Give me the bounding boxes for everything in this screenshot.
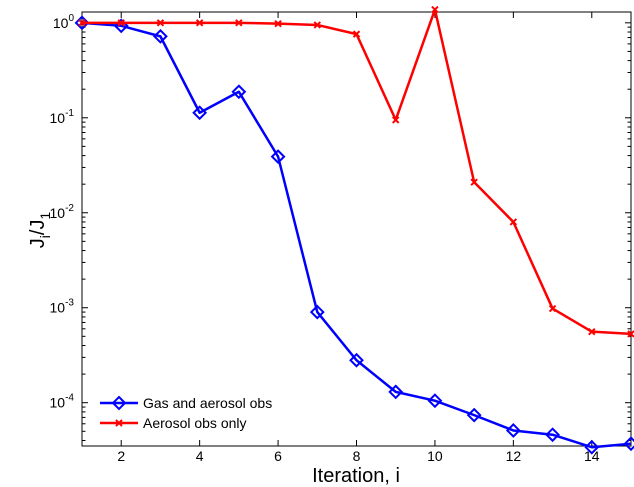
data-point-diamond bbox=[270, 149, 286, 165]
data-point-x bbox=[313, 21, 321, 29]
y-tick-label: 10-4 bbox=[50, 393, 75, 411]
data-point-diamond bbox=[231, 84, 247, 100]
x-axis-ticks: 2 4 6 8 10 12 14 bbox=[117, 12, 600, 464]
y-axis-label: Ji/J1 bbox=[27, 212, 53, 249]
data-point-x-stroke bbox=[235, 19, 243, 27]
data-point-x bbox=[509, 218, 518, 226]
y-axis-ticks: 100 10-1 10-2 10-3 10-4 bbox=[50, 13, 631, 441]
data-point-x bbox=[627, 330, 634, 338]
y-tick-label: 10-1 bbox=[50, 108, 75, 126]
legend-marker-aerosol bbox=[115, 419, 123, 427]
data-point-diamond bbox=[309, 304, 325, 320]
data-point-x bbox=[352, 30, 361, 38]
data-point-x-stroke bbox=[470, 178, 478, 186]
data-point-x bbox=[588, 327, 596, 336]
data-point-x bbox=[235, 19, 243, 27]
data-point-diamond bbox=[153, 28, 168, 44]
data-point-diamond bbox=[74, 15, 90, 31]
x-tick-label: 8 bbox=[353, 448, 361, 464]
x-tick-label: 4 bbox=[196, 448, 204, 464]
svg-text:Ji/J1: Ji/J1 bbox=[27, 212, 53, 249]
data-point-x bbox=[392, 116, 400, 124]
x-axis-label: Iteration, i bbox=[312, 465, 400, 487]
x-tick-label: 2 bbox=[117, 448, 125, 464]
data-point-diamond bbox=[192, 105, 208, 121]
data-point-x-stroke bbox=[588, 327, 596, 336]
data-point-diamond bbox=[427, 393, 443, 409]
y-label-sub-i: i bbox=[37, 235, 53, 238]
data-point-x bbox=[78, 19, 86, 27]
series-line-gas-aerosol bbox=[81, 21, 632, 449]
legend: Gas and aerosol obs Aerosol obs only bbox=[100, 395, 272, 431]
y-tick-label: 10-2 bbox=[50, 203, 75, 221]
data-point-diamond bbox=[623, 436, 634, 452]
data-point-diamond bbox=[388, 384, 404, 400]
data-point-diamond bbox=[349, 352, 364, 368]
legend-label-gas: Gas and aerosol obs bbox=[143, 395, 272, 411]
y-tick-label: 100 bbox=[53, 13, 75, 31]
data-point-x-stroke bbox=[117, 19, 125, 27]
data-point-diamond bbox=[505, 423, 521, 438]
y-label-j: J bbox=[27, 238, 49, 248]
y-tick-label: 10-3 bbox=[50, 298, 75, 316]
data-point-x bbox=[156, 19, 165, 27]
x-tick-label: 6 bbox=[274, 448, 282, 464]
data-point-x bbox=[431, 5, 439, 14]
data-point-x bbox=[274, 19, 282, 28]
data-point-x bbox=[117, 19, 125, 27]
data-point-x-stroke bbox=[274, 19, 282, 28]
plot-area bbox=[81, 11, 632, 447]
data-point-x bbox=[548, 304, 557, 313]
x-tick-label: 12 bbox=[506, 448, 522, 464]
data-point-diamond bbox=[584, 439, 600, 455]
data-point-x-stroke bbox=[78, 19, 86, 27]
data-point-x-stroke bbox=[313, 21, 321, 29]
series-layer bbox=[74, 5, 634, 455]
data-point-x-stroke bbox=[431, 5, 439, 14]
series-aerosol-only bbox=[78, 5, 634, 338]
data-point-x-stroke bbox=[195, 19, 204, 27]
data-point-x-stroke bbox=[392, 116, 400, 124]
data-point-diamond bbox=[545, 427, 560, 443]
data-point-x-stroke bbox=[509, 218, 518, 226]
data-point-x bbox=[470, 178, 478, 186]
legend-label-aerosol: Aerosol obs only bbox=[143, 415, 247, 431]
data-point-diamond bbox=[466, 407, 482, 423]
data-point-x-stroke bbox=[352, 30, 361, 38]
data-point-x-stroke bbox=[548, 304, 557, 313]
data-point-x-stroke bbox=[156, 19, 165, 27]
legend-marker-gas bbox=[111, 395, 127, 411]
x-tick-label: 14 bbox=[584, 448, 600, 464]
data-point-x-stroke bbox=[627, 330, 634, 338]
y-label-slash-j: /J bbox=[27, 220, 49, 236]
y-label-sub-1: 1 bbox=[37, 212, 53, 220]
x-tick-label: 10 bbox=[427, 448, 443, 464]
data-point-x bbox=[195, 19, 204, 27]
